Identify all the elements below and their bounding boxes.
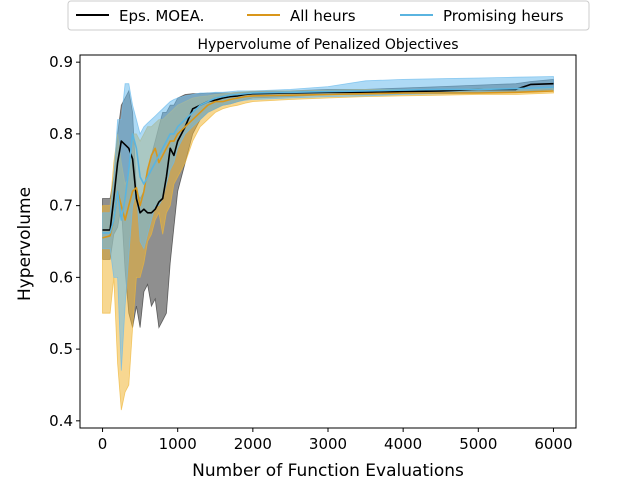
line-series-1 [102,90,554,239]
y-axis-ticks: 0.4 0.5 0.6 0.7 0.8 0.9 [49,53,80,430]
chart-title: Hypervolume of Penalized Objectives [197,37,458,53]
y-tick-label: 0.8 [49,125,73,143]
y-tick-label: 0.9 [49,53,73,71]
x-tick-label: 6000 [534,435,572,453]
x-tick-label: 0 [98,435,108,453]
legend-box [67,0,590,31]
legend-label: Eps. MOEA. [119,7,204,25]
x-tick-label: 4000 [384,435,422,453]
x-tick-label: 3000 [309,435,347,453]
y-tick-label: 0.7 [49,197,73,215]
series-lines [102,82,554,239]
y-axis-label: Hypervolume [15,187,35,301]
legend-label: Promising heurs [443,7,564,25]
x-tick-label: 2000 [234,435,272,453]
confidence-bands [102,76,554,411]
y-tick-label: 0.6 [49,268,73,286]
x-axis-label: Number of Function Evaluations [192,461,464,480]
y-tick-label: 0.4 [49,412,73,430]
x-tick-label: 1000 [159,435,197,453]
x-axis-ticks: 0 1000 2000 3000 4000 5000 6000 [98,428,573,453]
legend-label: All heurs [290,7,356,25]
y-tick-label: 0.5 [49,340,73,358]
x-tick-label: 5000 [459,435,497,453]
legend: Eps. MOEA. All heurs Promising heurs [67,0,590,31]
line-series-2 [102,86,554,234]
